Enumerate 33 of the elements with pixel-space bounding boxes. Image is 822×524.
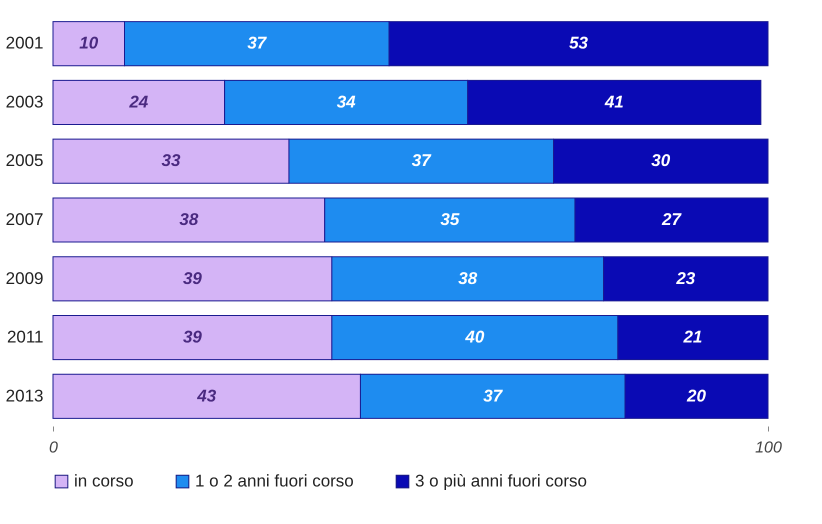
legend-label: 1 o 2 anni fuori corso xyxy=(195,472,354,491)
y-tick-label: 2005 xyxy=(6,151,44,170)
y-tick-label: 2001 xyxy=(6,34,44,53)
data-label: 20 xyxy=(686,386,706,406)
data-label: 37 xyxy=(412,151,432,170)
data-label: 30 xyxy=(651,151,671,170)
data-label: 41 xyxy=(604,92,624,112)
legend-label: 3 o più anni fuori corso xyxy=(415,472,587,491)
data-label: 21 xyxy=(682,328,702,347)
data-label: 23 xyxy=(675,268,696,288)
y-tick-label: 2003 xyxy=(6,92,44,112)
data-label: 40 xyxy=(464,328,485,347)
x-tick-label: 0 xyxy=(49,440,58,456)
y-tick-label: 2013 xyxy=(6,386,44,406)
data-label: 53 xyxy=(569,34,589,53)
y-tick-label: 2007 xyxy=(6,210,44,229)
data-label: 10 xyxy=(79,34,99,53)
data-label: 34 xyxy=(336,92,356,112)
data-label: 37 xyxy=(247,34,268,53)
data-label: 33 xyxy=(162,151,181,170)
data-label: 24 xyxy=(128,92,149,112)
data-label: 37 xyxy=(483,386,504,406)
data-label: 43 xyxy=(196,386,217,406)
data-label: 38 xyxy=(458,268,478,288)
x-tick-label: 100 xyxy=(755,440,782,456)
data-label: 39 xyxy=(182,328,202,347)
data-label: 27 xyxy=(661,210,682,229)
y-tick-label: 2009 xyxy=(6,268,44,288)
data-label: 39 xyxy=(182,268,202,288)
legend-label: in corso xyxy=(74,472,134,491)
data-label: 38 xyxy=(179,210,199,229)
y-tick-label: 2011 xyxy=(6,328,44,347)
data-label: 35 xyxy=(440,210,460,229)
